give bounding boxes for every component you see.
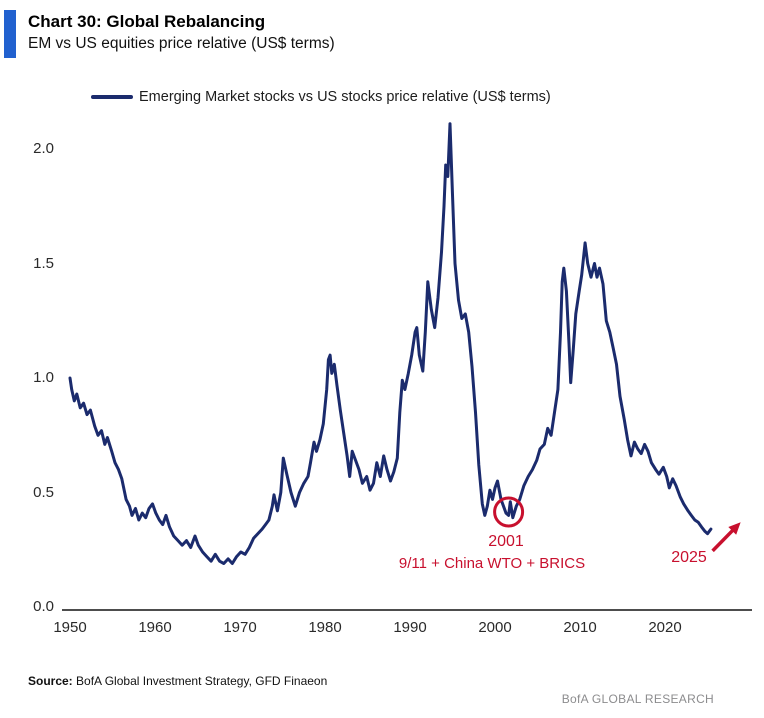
y-tick-label: 2.0 — [33, 140, 54, 157]
legend-label: Emerging Market stocks vs US stocks pric… — [139, 89, 551, 105]
chart-title: Chart 30: Global Rebalancing — [28, 12, 266, 31]
em-vs-us-line — [68, 122, 713, 565]
annotation-circle — [493, 496, 525, 528]
annotation-2001-sublabel: 9/11 + China WTO + BRICS — [398, 555, 586, 572]
accent-bar — [4, 10, 16, 58]
chart-subtitle: EM vs US equities price relative (US$ te… — [28, 35, 335, 52]
x-tick-label: 2010 — [563, 619, 597, 636]
x-tick-label: 2000 — [478, 619, 512, 636]
source-text: BofA Global Investment Strategy, GFD Fin… — [76, 674, 328, 688]
legend: Emerging Market stocks vs US stocks pric… — [91, 89, 551, 105]
y-tick-label: 1.0 — [33, 369, 54, 386]
title-block: Chart 30: Global Rebalancing EM vs US eq… — [28, 10, 335, 58]
x-tick-label: 1960 — [138, 619, 172, 636]
x-tick-label: 2020 — [648, 619, 682, 636]
source-line: Source: BofA Global Investment Strategy,… — [28, 674, 327, 688]
annotation-2001-label: 2001 — [488, 533, 524, 550]
annotation-arrow-shaft — [711, 527, 736, 553]
y-tick-label: 0.0 — [33, 598, 54, 615]
source-label: Source: — [28, 674, 73, 688]
x-tick-label: 1980 — [308, 619, 342, 636]
legend-line-swatch — [91, 95, 133, 99]
x-tick-label: 1950 — [53, 619, 87, 636]
chart-header: Chart 30: Global Rebalancing EM vs US eq… — [4, 10, 335, 58]
y-tick-label: 0.5 — [33, 483, 54, 501]
x-tick-label: 1990 — [393, 619, 427, 636]
x-tick-label: 1970 — [223, 619, 257, 636]
y-tick-label: 1.5 — [33, 254, 54, 272]
annotation-arrow-head — [728, 522, 741, 535]
brand-line: BofA GLOBAL RESEARCH — [561, 692, 714, 706]
annotation-2025-label: 2025 — [671, 549, 707, 566]
